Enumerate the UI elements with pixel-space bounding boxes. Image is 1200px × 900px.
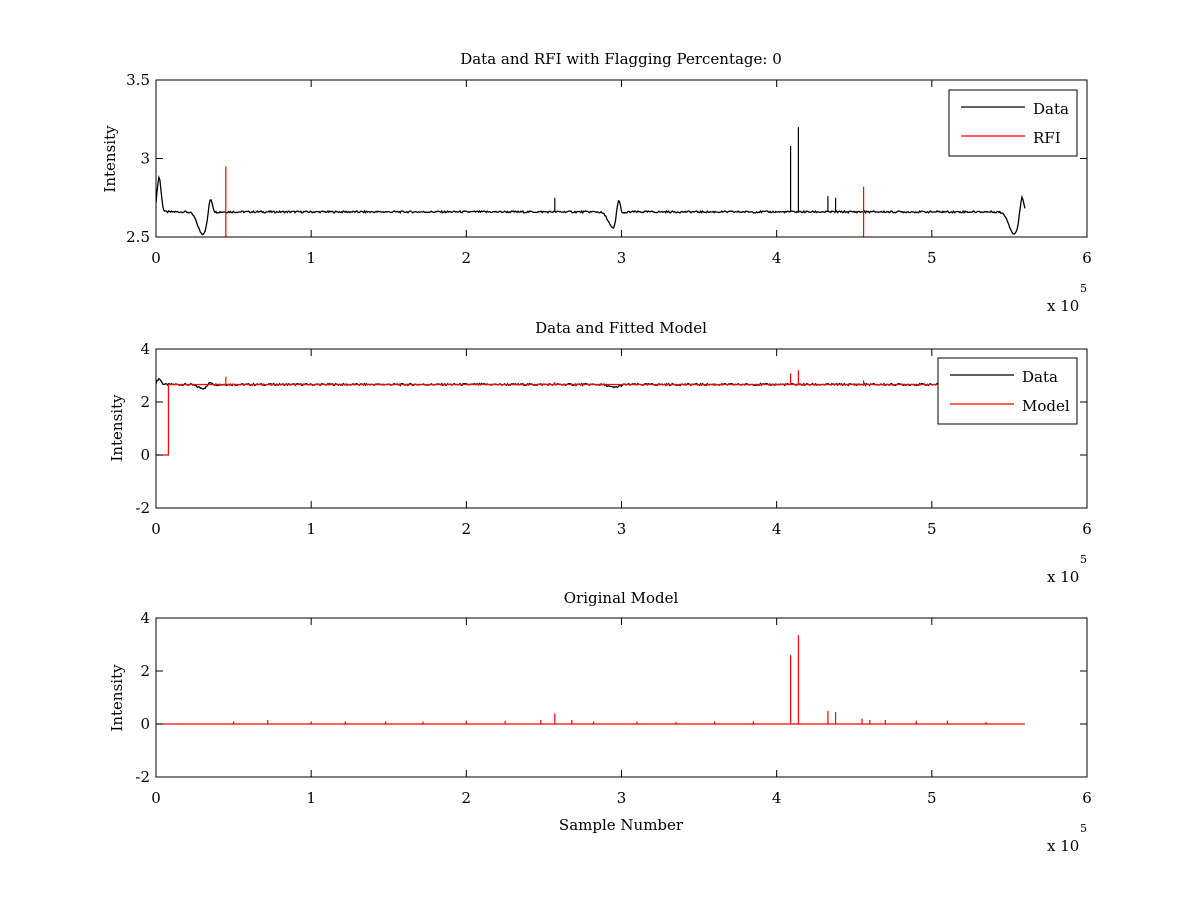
- y-tick-label-0: -2: [135, 768, 150, 786]
- x-tick-label-3: 3: [617, 249, 627, 267]
- x-tick-label-0: 0: [151, 249, 161, 267]
- y-tick-label-1: 3: [140, 150, 150, 168]
- data-series-line: [156, 174, 1026, 236]
- panel-3: Original Model Intensity Sample Number 0…: [108, 589, 1092, 855]
- x-tick-label-3: 3: [617, 520, 627, 538]
- x-multiplier-base: x 10: [1047, 297, 1079, 315]
- panel-1-title: Data and RFI with Flagging Percentage: 0: [460, 50, 782, 68]
- x-tick-label-1: 1: [306, 249, 316, 267]
- legend-label-data: Data: [1022, 368, 1058, 386]
- x-tick-label-2: 2: [462, 789, 472, 807]
- y-tick-label-2: 2: [140, 662, 150, 680]
- x-multiplier-base: x 10: [1047, 837, 1079, 855]
- legend-label-rfi: RFI: [1033, 129, 1061, 147]
- x-tick-label-4: 4: [772, 520, 782, 538]
- panel-2-ylabel: Intensity: [108, 394, 126, 462]
- panel-1: Data and RFI with Flagging Percentage: 0…: [101, 50, 1092, 315]
- y-tick-label-3: 4: [140, 340, 150, 358]
- panel-3-ylabel: Intensity: [108, 664, 126, 732]
- series-group: [156, 635, 1025, 725]
- x-tick-label-3: 3: [617, 789, 627, 807]
- legend-box: [948, 89, 1078, 157]
- x-tick-label-2: 2: [462, 520, 472, 538]
- y-tick-label-2: 3.5: [126, 71, 150, 89]
- legend-box: [937, 357, 1078, 425]
- x-multiplier-exponent: 5: [1080, 822, 1087, 835]
- x-multiplier-exponent: 5: [1080, 282, 1087, 295]
- x-tick-label-2: 2: [462, 249, 472, 267]
- y-tick-label-1: 0: [140, 446, 150, 464]
- series-group: [156, 127, 1026, 237]
- panel-2: Data and Fitted Model Intensity 0 1 2 3 4 5 6 -…: [108, 319, 1092, 586]
- y-tick-label-2: 2: [140, 393, 150, 411]
- panel-3-title: Original Model: [564, 589, 679, 607]
- x-multiplier-exponent: 5: [1080, 553, 1087, 566]
- panel-2-title: Data and Fitted Model: [535, 319, 707, 337]
- x-tick-label-1: 1: [306, 789, 316, 807]
- y-tick-label-0: -2: [135, 499, 150, 517]
- legend-label-model: Model: [1022, 397, 1070, 415]
- x-tick-label-5: 5: [927, 520, 937, 538]
- x-tick-label-6: 6: [1082, 520, 1092, 538]
- y-tick-label-1: 0: [140, 715, 150, 733]
- y-tick-label-0: 2.5: [126, 228, 150, 246]
- panel-3-xlabel: Sample Number: [559, 816, 684, 834]
- x-multiplier-base: x 10: [1047, 568, 1079, 586]
- x-tick-label-0: 0: [151, 789, 161, 807]
- x-tick-label-6: 6: [1082, 249, 1092, 267]
- x-tick-label-4: 4: [772, 789, 782, 807]
- x-tick-label-1: 1: [306, 520, 316, 538]
- x-tick-label-5: 5: [927, 789, 937, 807]
- x-tick-label-6: 6: [1082, 789, 1092, 807]
- x-tick-label-4: 4: [772, 249, 782, 267]
- x-tick-label-0: 0: [151, 520, 161, 538]
- y-tick-label-3: 4: [140, 609, 150, 627]
- panel-1-ylabel: Intensity: [101, 125, 119, 193]
- x-tick-label-5: 5: [927, 249, 937, 267]
- legend-label-data: Data: [1033, 100, 1069, 118]
